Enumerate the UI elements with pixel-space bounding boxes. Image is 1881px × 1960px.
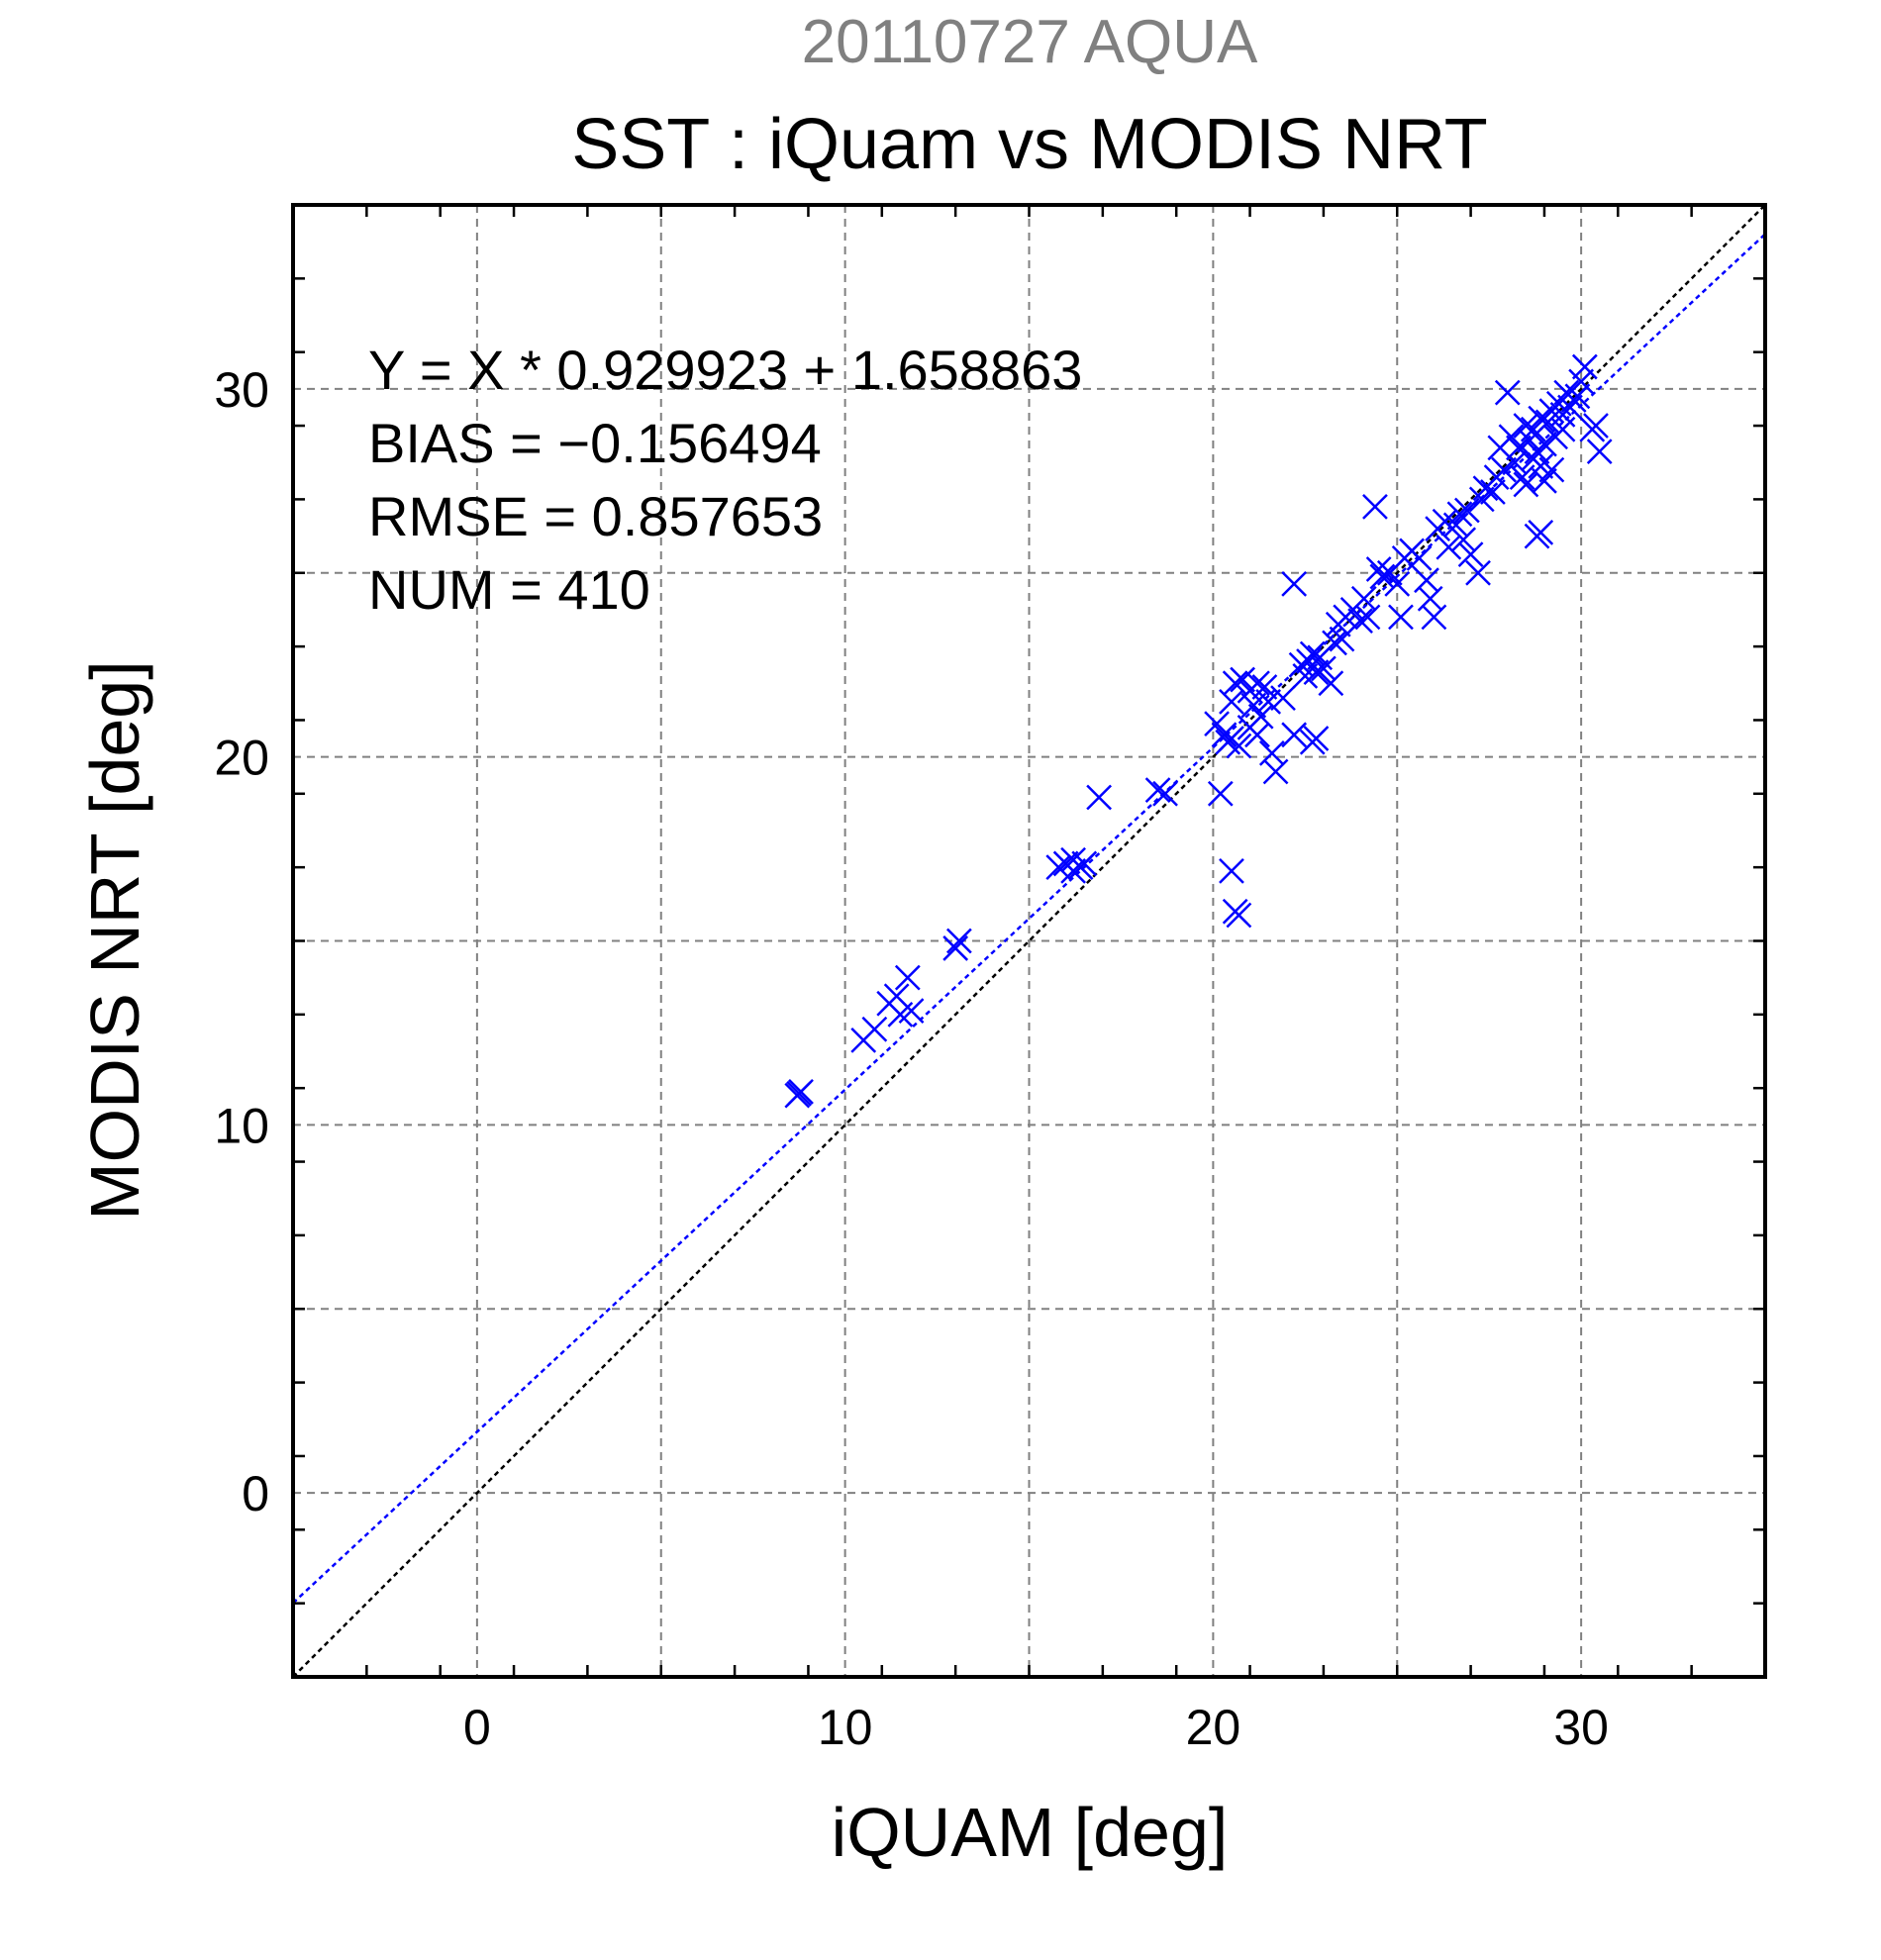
tick-labels: 0 10 20 30 0 10 20 30 [214,362,1609,1755]
data-point [1446,501,1473,528]
data-point [1144,777,1171,803]
data-point [1417,585,1443,612]
annotation-fit-equation: Y = X * 0.929923 + 1.658863 [368,339,1082,401]
y-axis-label: MODIS NRT [deg] [76,660,153,1220]
data-point [1226,733,1252,759]
data-point [1045,854,1072,881]
data-point [786,1080,813,1107]
annotation-rmse: RMSE = 0.857653 [368,485,823,547]
data-point [1211,722,1238,748]
x-tick-label: 0 [463,1700,491,1755]
data-point [1311,655,1336,682]
chart-title: SST : iQuam vs MODIS NRT [571,105,1488,184]
data-point [1583,413,1609,439]
data-point [1436,534,1462,560]
data-point [1414,567,1439,594]
data-point [1532,467,1557,494]
data-point [1362,493,1388,520]
data-point [1528,405,1554,432]
data-point [1532,431,1557,457]
data-point [1513,471,1539,498]
data-point [1230,666,1255,693]
data-point [1494,379,1521,406]
y-tick-label: 10 [214,1098,269,1153]
x-axis-label: iQUAM [deg] [832,1794,1229,1871]
reference-lines [292,204,1766,1678]
data-point [1071,850,1098,877]
data-point [1350,585,1377,612]
data-point [1244,722,1270,748]
data-point [1240,692,1267,719]
data-point [1244,670,1270,697]
data-point [1457,541,1484,568]
data-point [1388,604,1414,631]
data-point [1557,394,1583,421]
data-point [1303,659,1330,686]
data-point [1318,670,1344,697]
data-point [1491,456,1517,483]
data-point [1453,497,1480,524]
annotation-bias: BIAS = −0.156494 [368,412,822,474]
data-point [1258,740,1285,766]
data-point [1255,688,1282,715]
annotation-num: NUM = 410 [368,558,650,621]
data-point [1281,722,1308,748]
data-point [1222,670,1248,697]
data-point [1219,857,1244,884]
x-tick-label: 30 [1553,1700,1609,1755]
fit-statistics: Y = X * 0.929923 + 1.658863 BIAS = −0.15… [368,339,1082,621]
data-point [1270,685,1296,712]
data-point [1384,571,1411,597]
data-point [1564,383,1591,410]
data-point [898,998,925,1025]
data-point [1528,519,1554,545]
data-point [1226,902,1252,929]
data-point [1498,424,1525,450]
chart-suptitle: 20110727 AQUA [802,8,1258,76]
data-point [1506,435,1532,461]
data-point [1347,608,1373,634]
data-point [894,964,921,991]
data-point [1406,544,1433,571]
data-point [1299,729,1326,755]
data-point [1549,416,1576,442]
x-tick-label: 20 [1186,1700,1241,1755]
data-point [1465,559,1491,586]
data-point [1509,464,1535,490]
y-tick-label: 20 [214,731,269,786]
data-point [1571,353,1598,380]
grid-lines [293,205,1765,1677]
data-point [1060,857,1086,884]
data-point [1086,784,1113,811]
regression-line [292,233,1766,1605]
data-points [784,353,1613,1109]
plot-frame [291,203,1767,1679]
data-point [1450,527,1477,553]
data-point [1251,674,1278,700]
data-point [1262,758,1289,785]
data-point [945,928,972,954]
data-point [1299,640,1326,667]
data-point [1152,780,1178,807]
data-point [942,935,969,961]
data-point [1568,368,1595,395]
data-point [1538,456,1565,483]
y-tick-label: 30 [214,362,269,418]
x-tick-label: 10 [818,1700,873,1755]
y-tick-label: 0 [242,1466,269,1521]
data-point [1207,780,1234,807]
data-point [1369,563,1396,590]
data-point [1480,479,1506,505]
data-point [861,1016,888,1042]
data-point [1281,571,1308,597]
data-point [1586,439,1613,464]
data-point [1421,604,1447,631]
